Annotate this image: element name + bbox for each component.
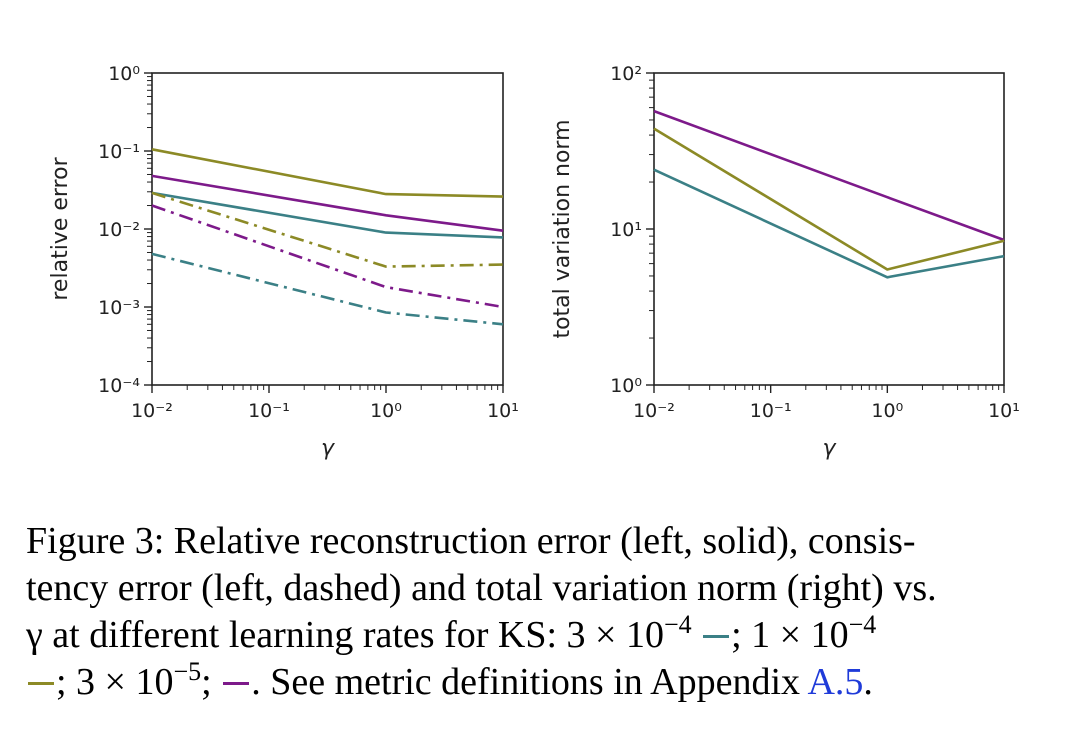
right-x-axis-label: γ [822, 436, 836, 461]
left-y-tick-label: 10⁻¹ [98, 141, 140, 163]
left-series-lr-1e-4-dashdot [151, 191, 504, 268]
left-x-tick-label: 10¹ [487, 400, 519, 422]
left-y-tick-label: 10⁻³ [98, 297, 140, 319]
caption-line-2: tency error (left, dashed) and total var… [26, 567, 937, 609]
right-y-axis-label: total variation norm [550, 119, 575, 338]
right-axes-frame [653, 72, 1005, 386]
legend-swatch-3e-5 [223, 682, 250, 685]
legend-swatch-3e-4 [703, 635, 730, 638]
caption-line-4: ; 3 × 10−5; . See metric definitions in … [26, 659, 1056, 706]
relative-error-panel: 10⁻² 10⁻¹ 10⁰ 10¹ 10⁻⁴ 10⁻³ 10⁻² 10⁻¹ 10⁰ γ relati… [48, 63, 519, 461]
left-series-lr-3e-4-dashdot [151, 252, 504, 326]
total-variation-panel: 10⁻² 10⁻¹ 10⁰ 10¹ 10⁰ 10¹ 10² γ total variation … [550, 63, 1020, 461]
caption-line-3: γ at different learning rates for KS: 3 … [26, 610, 877, 657]
right-x-tick-label: 10¹ [988, 400, 1020, 422]
left-series-lr-3e-4-solid [151, 191, 504, 239]
left-series-lr-3e-5-dashdot [151, 204, 504, 309]
left-y-tick-label: 10⁰ [108, 63, 140, 85]
left-x-tick-label: 10⁻² [131, 400, 173, 422]
left-x-tick-label: 10⁰ [370, 400, 402, 422]
right-series-lr-1e-4-solid [653, 127, 1005, 271]
right-series-lr-3e-4-solid [653, 168, 1005, 279]
left-x-axis-label: γ [321, 436, 335, 461]
left-y-tick-label: 10⁻² [98, 219, 140, 241]
legend-swatch-1e-4 [28, 682, 54, 685]
right-x-tick-label: 10⁻¹ [750, 400, 792, 422]
appendix-link[interactable]: A.5 [807, 661, 864, 703]
left-x-tick-label: 10⁻¹ [248, 400, 290, 422]
figure-panels: 10⁻² 10⁻¹ 10⁰ 10¹ 10⁻⁴ 10⁻³ 10⁻² 10⁻¹ 10⁰ γ relati… [48, 63, 1020, 461]
left-axes-frame [151, 72, 504, 386]
right-x-tick-label: 10⁻² [633, 400, 675, 422]
right-series-lr-3e-5-solid [653, 109, 1005, 242]
right-y-tick-label: 10² [610, 63, 642, 85]
left-series-lr-1e-4-solid [151, 148, 504, 198]
right-x-tick-label: 10⁰ [871, 400, 903, 422]
left-y-axis-label: relative error [48, 156, 73, 300]
right-y-tick-label: 10¹ [610, 219, 642, 241]
caption-line-1: Figure 3: Relative reconstruction error … [26, 520, 916, 562]
figure-caption: Figure 3: Relative reconstruction error … [26, 518, 1056, 706]
right-y-tick-label: 10⁰ [610, 375, 642, 397]
left-series-lr-3e-5-solid [151, 174, 504, 232]
left-y-tick-label: 10⁻⁴ [98, 375, 140, 397]
